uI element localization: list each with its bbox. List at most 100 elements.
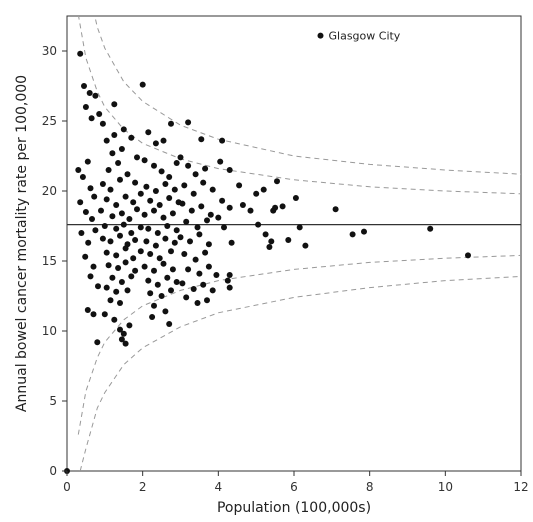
data-point <box>226 284 233 291</box>
data-point <box>126 216 133 222</box>
y-tick-label: 25 <box>42 114 57 128</box>
data-point <box>151 302 157 309</box>
data-point <box>160 260 167 267</box>
data-point <box>151 207 157 214</box>
data-point <box>302 242 309 249</box>
data-point <box>173 279 180 285</box>
data-point <box>168 248 174 255</box>
x-tick-label: 0 <box>63 480 71 494</box>
control-limit-curve-2 <box>78 16 521 195</box>
data-point <box>115 160 122 166</box>
data-point <box>209 186 216 193</box>
data-point <box>89 216 95 222</box>
data-point <box>113 225 120 232</box>
data-point <box>141 157 148 164</box>
data-point <box>117 232 123 239</box>
data-point <box>292 195 299 201</box>
data-point <box>87 273 94 280</box>
data-point <box>122 259 129 266</box>
data-point <box>118 336 125 343</box>
data-point <box>154 230 161 236</box>
data-point <box>226 204 233 211</box>
data-point <box>101 311 108 318</box>
data-point <box>465 252 471 259</box>
data-point <box>82 104 89 110</box>
data-point <box>217 158 224 165</box>
data-point <box>162 235 169 242</box>
data-point <box>239 202 246 208</box>
data-point <box>99 235 106 242</box>
data-point <box>194 224 201 231</box>
data-point <box>79 174 86 180</box>
data-point <box>183 218 190 225</box>
data-point <box>126 322 133 329</box>
y-tick-label: 5 <box>49 394 57 408</box>
data-point <box>132 179 139 186</box>
data-point <box>196 270 203 277</box>
x-tick-label: 8 <box>366 480 374 494</box>
data-point <box>115 265 122 271</box>
data-point <box>139 81 146 88</box>
data-point <box>219 137 226 144</box>
data-point <box>152 140 159 147</box>
data-point <box>162 308 169 315</box>
control-limit-curve-4 <box>79 275 521 471</box>
data-point <box>160 214 167 221</box>
data-point <box>88 115 95 122</box>
data-point <box>168 287 174 294</box>
x-tick-label: 2 <box>139 480 147 494</box>
control-limit-curve-3 <box>77 254 521 435</box>
data-point <box>196 231 203 238</box>
data-point <box>204 217 210 224</box>
data-point <box>81 83 87 89</box>
data-point <box>111 101 118 108</box>
data-point <box>82 209 89 215</box>
data-point <box>91 193 98 200</box>
y-tick-label: 10 <box>42 324 57 338</box>
data-point <box>113 202 120 208</box>
data-point <box>164 274 171 281</box>
data-point <box>141 211 148 218</box>
data-point <box>279 203 286 210</box>
data-point <box>151 267 157 274</box>
data-point <box>128 273 135 280</box>
data-point <box>152 188 159 194</box>
data-point <box>332 206 339 213</box>
data-point <box>98 207 104 214</box>
y-tick-label: 20 <box>42 184 57 198</box>
data-point <box>177 234 184 241</box>
data-point <box>200 281 207 288</box>
data-point <box>120 126 127 133</box>
data-point <box>78 230 85 236</box>
data-point <box>296 224 303 231</box>
data-point <box>152 242 159 249</box>
data-point <box>109 150 116 157</box>
data-point <box>185 119 192 126</box>
data-point <box>124 287 131 294</box>
data-point <box>103 196 110 203</box>
data-point <box>207 211 214 218</box>
data-point <box>166 174 173 180</box>
data-point <box>137 248 144 255</box>
data-point <box>132 267 139 274</box>
data-point <box>120 330 127 337</box>
data-point <box>169 210 176 217</box>
data-point <box>177 154 184 161</box>
x-axis-label: Population (100,000s) <box>217 500 371 516</box>
data-point <box>84 307 91 313</box>
data-point <box>122 340 129 347</box>
data-point <box>262 231 269 238</box>
data-point <box>101 223 108 229</box>
data-point <box>111 316 118 323</box>
data-point <box>181 251 188 257</box>
data-point <box>270 207 277 214</box>
data-point <box>188 207 195 214</box>
data-point <box>128 230 135 236</box>
data-point <box>202 165 209 172</box>
data-point <box>158 293 165 299</box>
data-point <box>224 277 231 284</box>
data-point <box>113 252 120 259</box>
data-point <box>82 253 89 260</box>
control-limit-curve-1 <box>94 16 521 175</box>
